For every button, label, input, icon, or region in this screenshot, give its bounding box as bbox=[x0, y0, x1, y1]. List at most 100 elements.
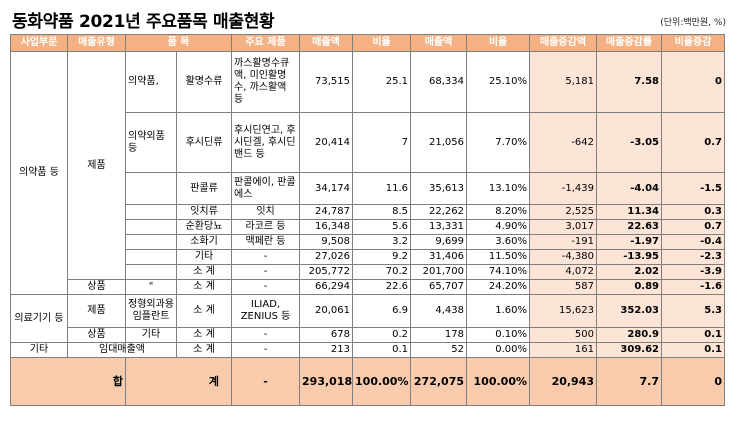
delta-rate-cell: 0.89 bbox=[596, 279, 663, 295]
item-cell: 기타 bbox=[175, 249, 233, 265]
sales-2020-cell: 68,334 bbox=[410, 51, 468, 113]
item-cell: 소 계 bbox=[175, 279, 233, 295]
ratio-2020-cell: 4.90% bbox=[466, 219, 531, 235]
item-cell: 후시딘류 bbox=[175, 112, 233, 173]
sales-2021-cell: 678 bbox=[299, 327, 354, 343]
product-cell: - bbox=[231, 249, 301, 265]
delta-rate-cell: -3.05 bbox=[596, 112, 663, 173]
item-cell: 잇치류 bbox=[175, 204, 233, 220]
type-cell: 상품 bbox=[67, 279, 126, 295]
segment-cell: 의료기기 등 bbox=[10, 294, 68, 343]
ratio-2021-cell: 5.6 bbox=[352, 219, 412, 235]
delta-cell: 3,017 bbox=[529, 219, 598, 235]
ratio-delta-cell: 0.7 bbox=[661, 219, 726, 235]
item-cell: 순환당뇨 bbox=[175, 219, 233, 235]
table-row: 의약품 등 제품 의약품, 활명수류 까스활명수큐액, 미인활명수, 까스활액 … bbox=[10, 51, 726, 295]
category-cell bbox=[125, 219, 177, 235]
delta-cell: -4,380 bbox=[529, 249, 598, 265]
ratio-delta-cell: 0 bbox=[661, 357, 726, 406]
ratio-2020-cell: 0.00% bbox=[466, 342, 531, 358]
product-cell: 잇치 bbox=[231, 204, 301, 220]
sales-2021-cell: 293,018 bbox=[299, 357, 354, 406]
type-cell: 제품 bbox=[67, 51, 126, 280]
product-cell: 맥페란 등 bbox=[231, 234, 301, 250]
delta-rate-cell: -4.04 bbox=[596, 172, 663, 205]
item-cell: 활명수류 bbox=[175, 51, 233, 113]
table-row: 상품 " 소 계 - 66,294 22.6 65,707 24.20% 587… bbox=[11, 279, 726, 295]
delta-rate-cell: 22.63 bbox=[596, 219, 663, 235]
ratio-delta-cell: 5.3 bbox=[661, 294, 726, 328]
product-cell: 판콜에이, 판콜에스 bbox=[231, 172, 301, 205]
type-cell: 상품 bbox=[67, 327, 126, 343]
sales-2020-cell: 13,331 bbox=[410, 219, 468, 235]
delta-cell: 4,072 bbox=[529, 264, 598, 280]
table-row: 상품 기타 소 계 - 678 0.2 178 0.10% 500 280.9 … bbox=[11, 327, 726, 343]
ratio-2020-cell: 3.60% bbox=[466, 234, 531, 250]
delta-cell: -191 bbox=[529, 234, 598, 250]
category-cell: " bbox=[125, 279, 177, 295]
ratio-2020-cell: 8.20% bbox=[466, 204, 531, 220]
header-cell: 품 목 bbox=[124, 34, 233, 52]
ratio-2021-cell: 22.6 bbox=[352, 279, 412, 295]
sales-2020-cell: 21,056 bbox=[410, 112, 468, 173]
ratio-delta-cell: 0.1 bbox=[661, 342, 726, 358]
sales-2020-cell: 4,438 bbox=[410, 294, 468, 328]
sales-2021-cell: 20,414 bbox=[299, 112, 354, 173]
header-cell: 비율 bbox=[352, 34, 412, 52]
sales-2021-cell: 24,787 bbox=[299, 204, 354, 220]
table-row: 판콜류 판콜에이, 판콜에스 34,174 11.6 35,613 13.10%… bbox=[11, 172, 726, 205]
product-cell: 까스활명수큐액, 미인활명수, 까스활액 등 bbox=[231, 51, 301, 113]
header-cell: 매출액 bbox=[299, 34, 354, 52]
ratio-2021-cell: 9.2 bbox=[352, 249, 412, 265]
ratio-2020-cell: 0.10% bbox=[466, 327, 531, 343]
delta-rate-cell: 11.34 bbox=[596, 204, 663, 220]
item-cell: 소 계 bbox=[175, 342, 233, 358]
ratio-2020-cell: 13.10% bbox=[466, 172, 531, 205]
ratio-2021-cell: 25.1 bbox=[352, 51, 412, 113]
header-cell: 매출액 bbox=[410, 34, 468, 52]
ratio-2020-cell: 11.50% bbox=[466, 249, 531, 265]
delta-rate-cell: 2.02 bbox=[596, 264, 663, 280]
segment-cell: 기타 bbox=[10, 342, 68, 358]
item-cell: 소 계 bbox=[175, 294, 233, 328]
ratio-delta-cell: 0.1 bbox=[661, 327, 726, 343]
sales-2021-cell: 9,508 bbox=[299, 234, 354, 250]
sales-2020-cell: 201,700 bbox=[410, 264, 468, 280]
ratio-2021-cell: 7 bbox=[352, 112, 412, 173]
sales-2021-cell: 66,294 bbox=[299, 279, 354, 295]
category-cell bbox=[125, 234, 177, 250]
delta-cell: 20,943 bbox=[529, 357, 598, 406]
header-cell: 비율 bbox=[466, 34, 531, 52]
sales-2021-cell: 16,348 bbox=[299, 219, 354, 235]
ratio-delta-cell: -2.3 bbox=[661, 249, 726, 265]
table-row: 의약외품 등 후시딘류 후시딘연고, 후시딘겔, 후시딘밴드 등 20,414 … bbox=[11, 112, 726, 173]
table-row: 소 계 - 205,772 70.2 201,700 74.10% 4,072 … bbox=[11, 264, 726, 280]
category-cell: 의약외품 등 bbox=[125, 112, 177, 173]
sales-2021-cell: 27,026 bbox=[299, 249, 354, 265]
product-cell: 라코르 등 bbox=[231, 219, 301, 235]
delta-rate-cell: -13.95 bbox=[596, 249, 663, 265]
sales-2020-cell: 31,406 bbox=[410, 249, 468, 265]
sales-2021-cell: 34,174 bbox=[299, 172, 354, 205]
sales-2021-cell: 213 bbox=[299, 342, 354, 358]
sales-2020-cell: 9,699 bbox=[410, 234, 468, 250]
category-cell: 기타 bbox=[125, 327, 177, 343]
item-cell: 소화기 bbox=[175, 234, 233, 250]
sales-2020-cell: 52 bbox=[410, 342, 468, 358]
ratio-delta-cell: 0.3 bbox=[661, 204, 726, 220]
type-cell: 임대매출액 bbox=[67, 342, 177, 358]
ratio-2021-cell: 0.1 bbox=[352, 342, 412, 358]
delta-rate-cell: 309.62 bbox=[596, 342, 663, 358]
header-cell: 주요 제품 bbox=[231, 34, 301, 52]
delta-rate-cell: 7.7 bbox=[596, 357, 663, 406]
ratio-delta-cell: -1.6 bbox=[661, 279, 726, 295]
delta-cell: 5,181 bbox=[529, 51, 598, 113]
delta-rate-cell: 280.9 bbox=[596, 327, 663, 343]
table-row: 기타 임대매출액 소 계 - 213 0.1 52 0.00% 161 309.… bbox=[10, 342, 726, 358]
header-cell: 비율증감 bbox=[661, 34, 726, 52]
ratio-2020-cell: 7.70% bbox=[466, 112, 531, 173]
page-title: 동화약품 2021년 주요품목 매출현황 bbox=[12, 12, 275, 32]
delta-rate-cell: 7.58 bbox=[596, 51, 663, 113]
sales-2020-cell: 35,613 bbox=[410, 172, 468, 205]
category-cell: 정형외과용 임플란트 bbox=[125, 294, 177, 328]
